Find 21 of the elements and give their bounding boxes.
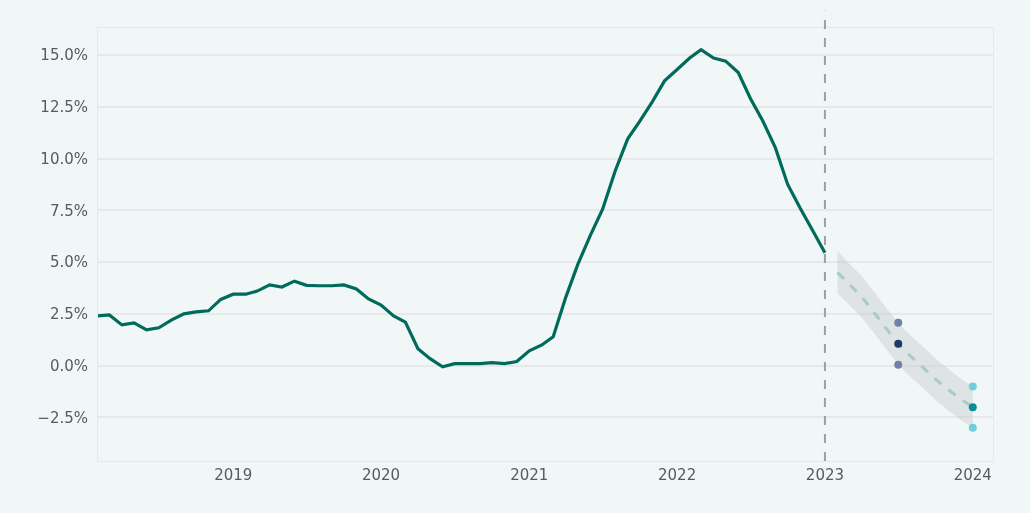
y-tick-label: 15.0% bbox=[40, 46, 88, 65]
x-tick-label: 2024 bbox=[953, 466, 992, 484]
y-tick-label: −2.5% bbox=[37, 408, 88, 427]
y-tick-label: 2.5% bbox=[49, 305, 88, 324]
x-tick-label: 2020 bbox=[361, 466, 401, 484]
point bbox=[894, 360, 903, 369]
point bbox=[968, 403, 977, 412]
x-tick-label: 2019 bbox=[214, 466, 253, 484]
x-tick-label: 2021 bbox=[510, 466, 549, 484]
y-tick-label: 7.5% bbox=[49, 201, 88, 220]
y-tick-label: 12.5% bbox=[40, 97, 88, 116]
point bbox=[894, 318, 903, 327]
y-tick-label: 5.0% bbox=[49, 253, 88, 272]
x-tick-label: 2022 bbox=[658, 466, 697, 484]
point bbox=[968, 423, 977, 432]
line-series bbox=[98, 48, 827, 369]
x-tick-label: 2023 bbox=[805, 466, 845, 484]
point bbox=[894, 339, 903, 348]
y-tick-label: 10.0% bbox=[40, 149, 88, 168]
y-tick-label: 0.0% bbox=[49, 356, 88, 375]
point bbox=[968, 382, 977, 391]
